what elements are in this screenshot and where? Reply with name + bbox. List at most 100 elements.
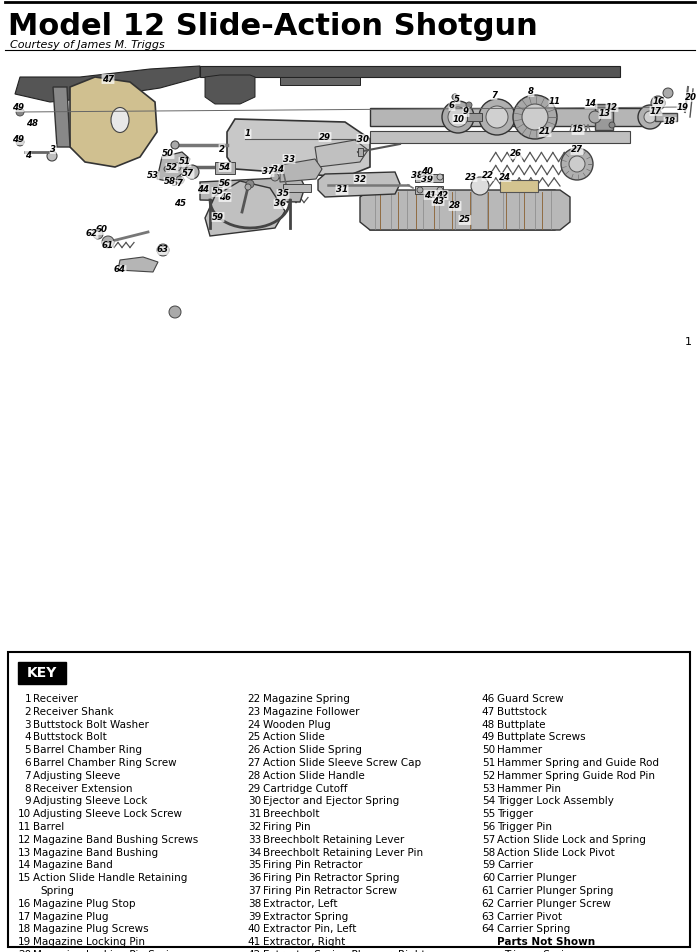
Polygon shape	[157, 152, 190, 182]
Text: 62: 62	[86, 229, 98, 239]
Text: Trigger Lock Assembly: Trigger Lock Assembly	[497, 797, 614, 806]
Bar	[370, 131, 630, 143]
Text: 62: 62	[482, 899, 495, 909]
Text: Trigger Pin: Trigger Pin	[497, 822, 552, 832]
Text: 46: 46	[219, 192, 231, 202]
Text: 9: 9	[25, 797, 31, 806]
Circle shape	[466, 102, 472, 108]
Text: 28: 28	[248, 771, 261, 781]
Text: 34: 34	[272, 165, 284, 173]
Text: 60: 60	[96, 226, 108, 234]
Text: 57: 57	[482, 835, 495, 844]
Text: Magazine Locking Pin: Magazine Locking Pin	[33, 937, 145, 947]
Text: Extractor Pin, Left: Extractor Pin, Left	[263, 924, 356, 935]
Circle shape	[16, 138, 24, 146]
Circle shape	[609, 122, 615, 128]
Bar	[215, 162, 235, 174]
Text: Receiver Shank: Receiver Shank	[33, 706, 113, 717]
Text: Hammer: Hammer	[497, 745, 542, 755]
Text: Magazine Locking Pin Spring: Magazine Locking Pin Spring	[33, 950, 182, 952]
Circle shape	[651, 96, 665, 110]
Polygon shape	[227, 119, 370, 177]
Text: Buttstock Bolt Washer: Buttstock Bolt Washer	[33, 720, 149, 729]
Text: 59: 59	[482, 861, 495, 870]
Text: Extractor Spring Plunger, Right: Extractor Spring Plunger, Right	[263, 950, 426, 952]
Bar	[500, 180, 538, 192]
Text: 10: 10	[18, 809, 31, 820]
Text: Extractor Spring: Extractor Spring	[263, 912, 349, 922]
Text: Magazine Plug: Magazine Plug	[33, 912, 108, 922]
Text: 57: 57	[182, 169, 194, 179]
Text: 26: 26	[510, 149, 522, 158]
Text: 11: 11	[549, 97, 561, 107]
Polygon shape	[362, 190, 563, 230]
Bar	[595, 104, 613, 130]
Text: 37: 37	[248, 886, 261, 896]
Polygon shape	[200, 177, 305, 202]
Text: Hammer Spring and Guide Rod: Hammer Spring and Guide Rod	[497, 758, 659, 768]
Circle shape	[437, 174, 443, 180]
Circle shape	[173, 163, 181, 171]
Text: 29: 29	[248, 783, 261, 794]
Text: 33: 33	[248, 835, 261, 844]
Circle shape	[609, 106, 615, 112]
Text: 5: 5	[25, 745, 31, 755]
Text: 6: 6	[25, 758, 31, 768]
Text: 52: 52	[482, 771, 495, 781]
Text: 38: 38	[411, 170, 423, 180]
Text: Ejector and Ejector Spring: Ejector and Ejector Spring	[263, 797, 399, 806]
Circle shape	[185, 165, 199, 179]
Bar	[280, 77, 360, 85]
Circle shape	[164, 166, 170, 172]
Text: Action Slide Lock and Spring: Action Slide Lock and Spring	[497, 835, 646, 844]
Circle shape	[417, 187, 423, 193]
Text: 53: 53	[147, 171, 159, 181]
Polygon shape	[360, 190, 570, 230]
Text: Action Slide Handle: Action Slide Handle	[263, 771, 365, 781]
Text: Magazine Band Bushing: Magazine Band Bushing	[33, 847, 158, 858]
Text: 21: 21	[539, 128, 551, 136]
Text: 18: 18	[18, 924, 31, 935]
Text: 42: 42	[436, 190, 448, 200]
Bar	[358, 148, 363, 156]
Text: Firing Pin Retractor Spring: Firing Pin Retractor Spring	[263, 873, 400, 883]
Circle shape	[479, 99, 515, 135]
Text: Courtesy of James M. Triggs: Courtesy of James M. Triggs	[10, 40, 164, 50]
Text: Guard Screw: Guard Screw	[497, 694, 564, 704]
Text: Buttplate Screws: Buttplate Screws	[497, 732, 586, 743]
Polygon shape	[315, 140, 368, 167]
Circle shape	[437, 187, 443, 193]
Text: 28: 28	[449, 202, 461, 210]
Text: 60: 60	[482, 873, 495, 883]
Bar	[18, 662, 66, 684]
Text: 49: 49	[482, 732, 495, 743]
Bar	[8, 652, 690, 947]
Text: 23: 23	[248, 706, 261, 717]
Text: Wooden Plug: Wooden Plug	[263, 720, 330, 729]
Text: 56: 56	[219, 180, 231, 188]
Circle shape	[561, 148, 593, 180]
Text: 39: 39	[421, 175, 433, 185]
Text: 25: 25	[459, 215, 471, 225]
Text: 24: 24	[499, 172, 511, 182]
Text: 17: 17	[18, 912, 31, 922]
Text: 61: 61	[482, 886, 495, 896]
Text: 12: 12	[606, 103, 618, 111]
Text: 39: 39	[248, 912, 261, 922]
Text: 54: 54	[482, 797, 495, 806]
Circle shape	[644, 111, 656, 123]
Text: Magazine Plug Stop: Magazine Plug Stop	[33, 899, 136, 909]
Text: Hammer Pin: Hammer Pin	[497, 783, 561, 794]
Text: Barrel: Barrel	[33, 822, 64, 832]
Text: Breechbolt: Breechbolt	[263, 809, 319, 820]
Text: 1: 1	[245, 129, 251, 138]
Text: 22: 22	[248, 694, 261, 704]
Text: Action Slide Handle Retaining: Action Slide Handle Retaining	[33, 873, 188, 883]
Text: 8: 8	[528, 88, 534, 96]
Text: 34: 34	[248, 847, 261, 858]
Bar	[415, 186, 443, 194]
Text: Firing Pin: Firing Pin	[263, 822, 311, 832]
Text: 32: 32	[248, 822, 261, 832]
Text: Hammer Spring Guide Rod Pin: Hammer Spring Guide Rod Pin	[497, 771, 655, 781]
Polygon shape	[118, 257, 158, 272]
